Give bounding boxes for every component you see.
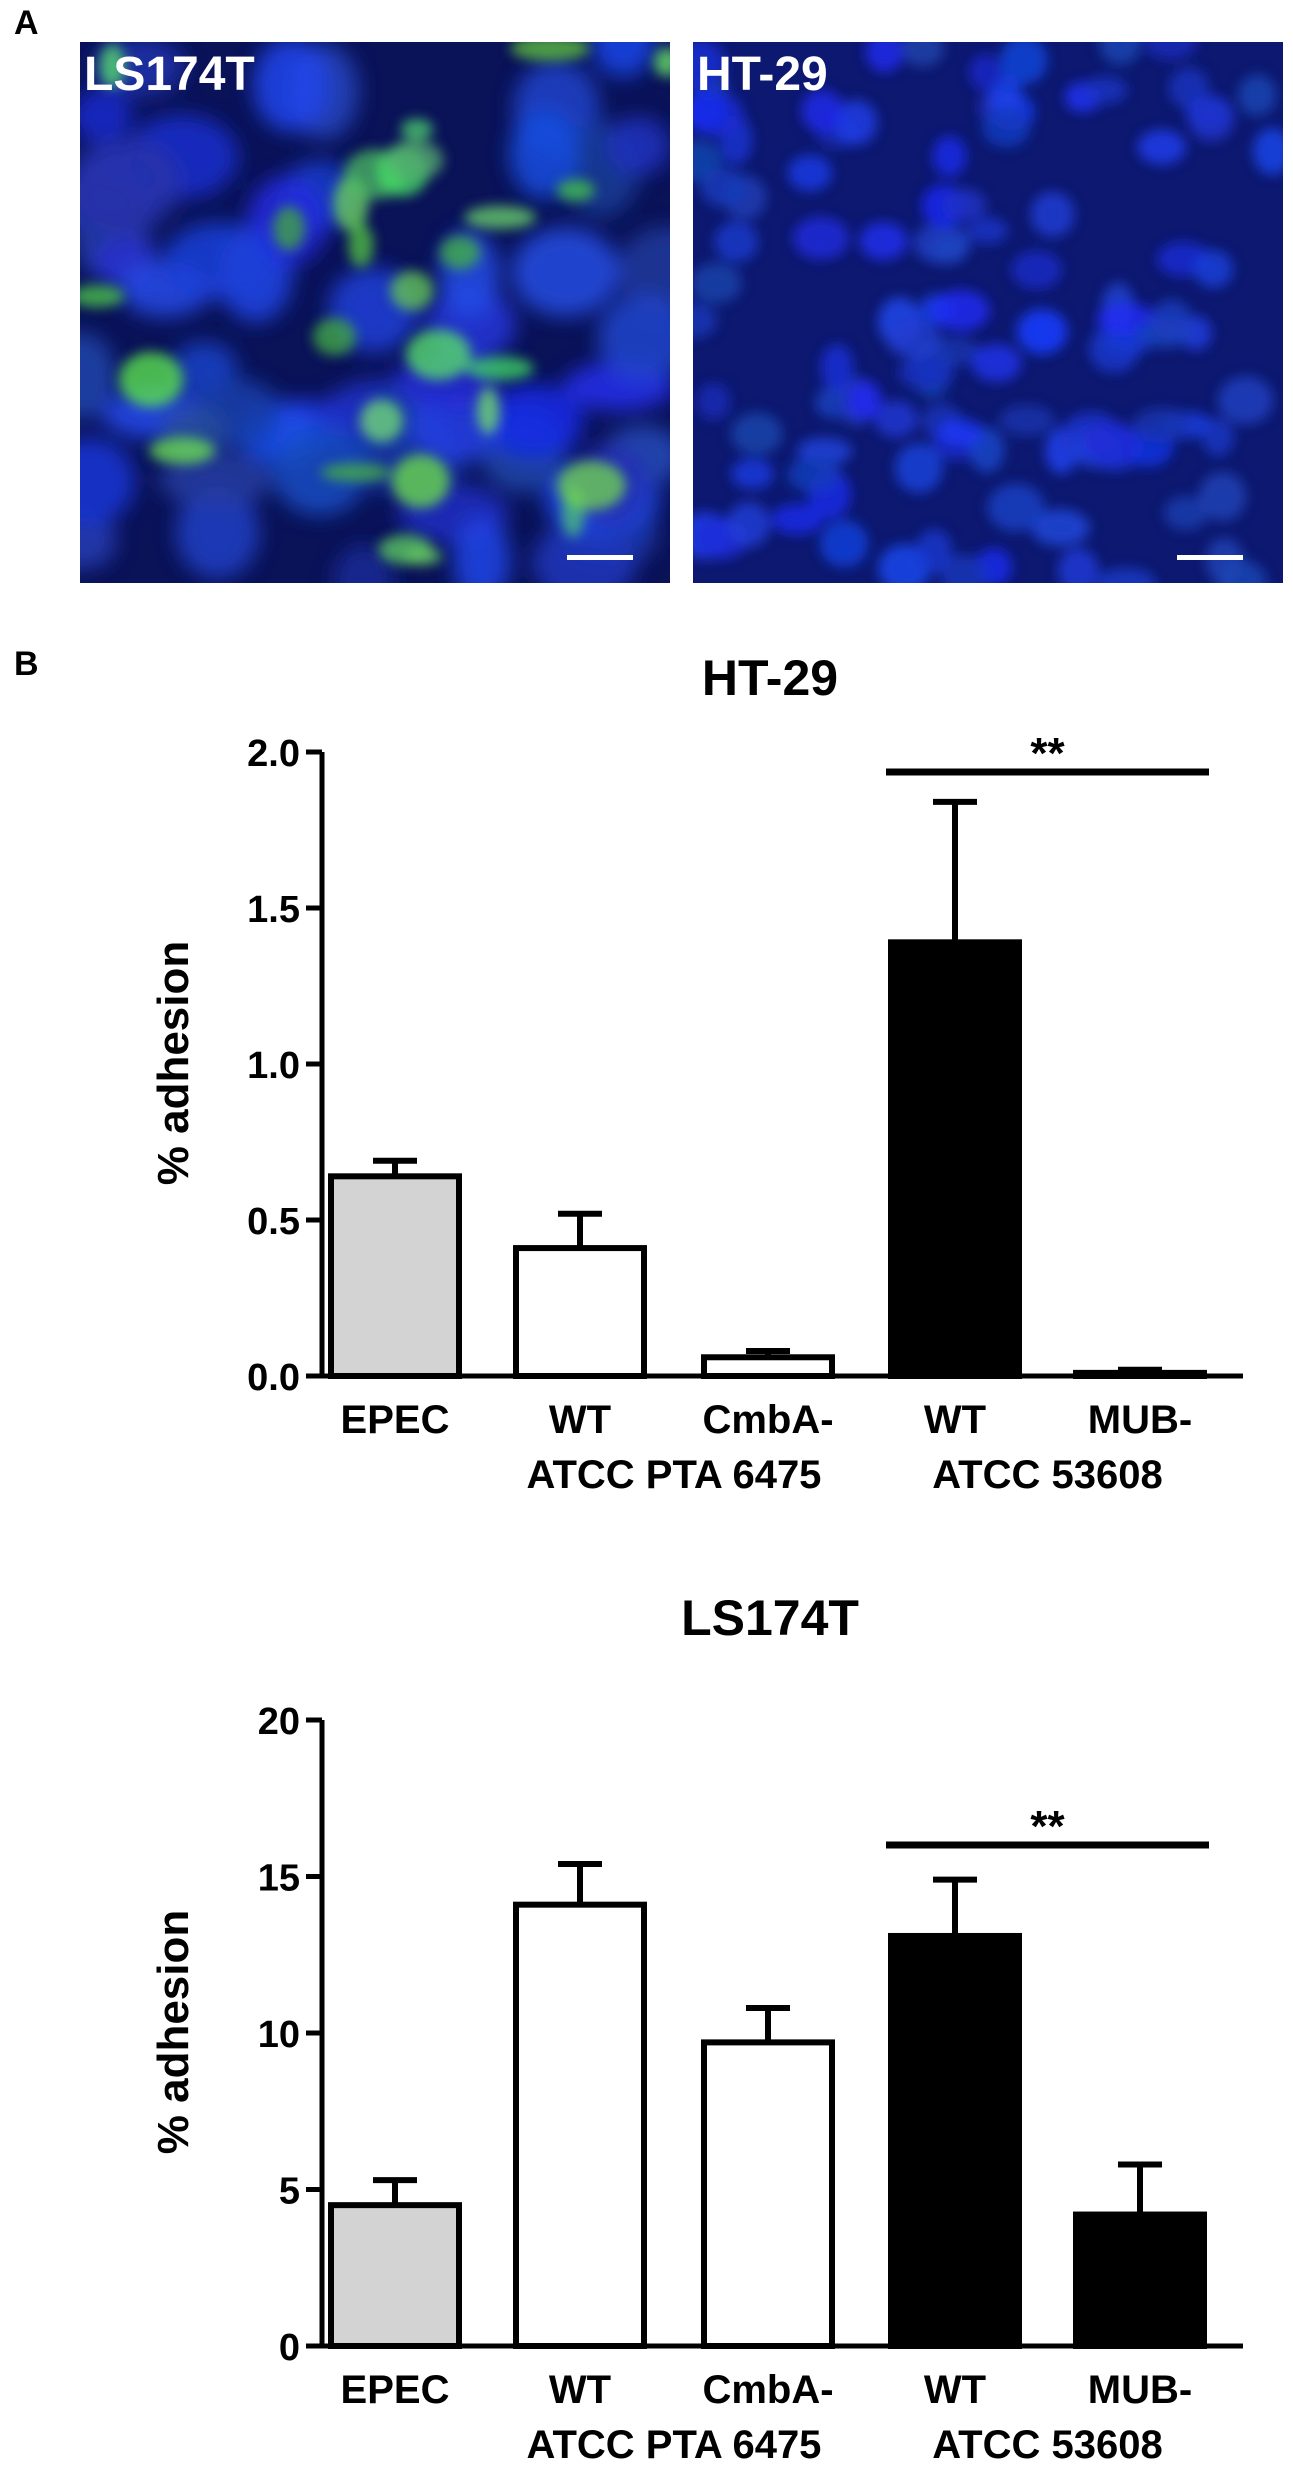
bar bbox=[513, 1901, 647, 2350]
y-axis-label: % adhesion bbox=[149, 1910, 198, 2155]
bar bbox=[1073, 1369, 1207, 1380]
y-tick-label: 5 bbox=[279, 2171, 300, 2213]
bar bbox=[701, 2039, 835, 2349]
group-label: ATCC 53608 bbox=[932, 1453, 1162, 1497]
x-tick-label: WT bbox=[549, 2368, 611, 2412]
panel-b-label: B bbox=[14, 645, 39, 683]
bar bbox=[513, 1245, 647, 1379]
bar bbox=[1073, 2211, 1207, 2350]
group-label: ATCC PTA 6475 bbox=[527, 1453, 822, 1497]
y-tick-label: 0.0 bbox=[247, 1357, 300, 1399]
y-tick-label: 0 bbox=[279, 2327, 300, 2369]
x-tick-label: WT bbox=[924, 2368, 986, 2412]
scale-bar bbox=[567, 555, 633, 560]
y-axis-label: % adhesion bbox=[149, 941, 198, 1186]
chart-ls174t: LS174T % adhesion 0 5 10 15 20 EPEC WT CmbA- WT MUB… bbox=[149, 1590, 1243, 2467]
scale-bar bbox=[1177, 555, 1243, 560]
micrograph-ht29-title: HT-29 bbox=[697, 48, 828, 101]
significance-label: ** bbox=[1030, 729, 1065, 778]
y-tick-label: 1.0 bbox=[247, 1045, 300, 1087]
chart-title: LS174T bbox=[681, 1590, 859, 1646]
chart-title: HT-29 bbox=[702, 650, 838, 706]
x-tick-label: WT bbox=[924, 1398, 986, 1442]
y-tick-label: 10 bbox=[258, 2014, 300, 2056]
y-tick-label: 1.5 bbox=[247, 889, 300, 931]
y-tick-label: 15 bbox=[258, 1858, 300, 1900]
y-tick-label: 20 bbox=[258, 1701, 300, 1743]
group-label: ATCC 53608 bbox=[932, 2423, 1162, 2467]
x-tick-label: CmbA- bbox=[702, 1398, 833, 1442]
x-tick-label: EPEC bbox=[341, 1398, 450, 1442]
x-tick-label: MUB- bbox=[1088, 1398, 1192, 1442]
bar bbox=[888, 1932, 1022, 2349]
bar bbox=[888, 939, 1022, 1379]
bar bbox=[328, 1173, 462, 1379]
y-tick-label: 0.5 bbox=[247, 1201, 300, 1243]
micrograph-ls174t-title: LS174T bbox=[84, 48, 255, 101]
micrograph-ls174t bbox=[80, 42, 670, 583]
panel-a-label: A bbox=[14, 4, 39, 42]
bar bbox=[701, 1354, 835, 1380]
bar bbox=[328, 2202, 462, 2349]
y-tick-label: 2.0 bbox=[247, 733, 300, 775]
x-tick-label: MUB- bbox=[1088, 2368, 1192, 2412]
chart-ht29: HT-29 % adhesion 0.0 0.5 1.0 1.5 2.0 EPEC WT CmbA… bbox=[149, 650, 1243, 1497]
group-label: ATCC PTA 6475 bbox=[527, 2423, 822, 2467]
x-tick-label: EPEC bbox=[341, 2368, 450, 2412]
micrograph-ht29 bbox=[693, 42, 1283, 583]
significance-label: ** bbox=[1030, 1802, 1065, 1851]
x-tick-label: WT bbox=[549, 1398, 611, 1442]
x-tick-label: CmbA- bbox=[702, 2368, 833, 2412]
